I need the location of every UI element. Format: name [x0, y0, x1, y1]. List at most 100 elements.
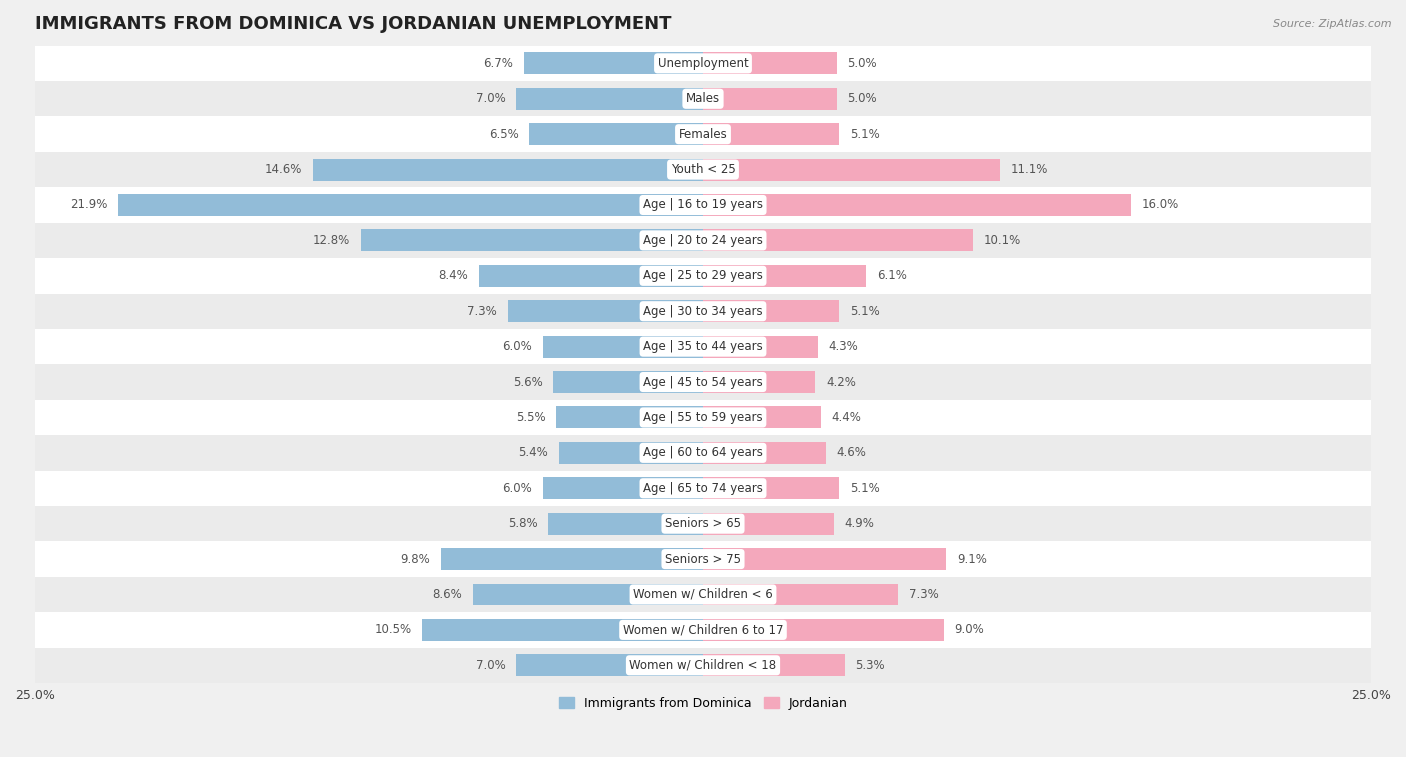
- Text: Age | 16 to 19 years: Age | 16 to 19 years: [643, 198, 763, 211]
- Text: 7.3%: 7.3%: [467, 305, 498, 318]
- Text: Women w/ Children < 6: Women w/ Children < 6: [633, 588, 773, 601]
- Text: 5.0%: 5.0%: [848, 92, 877, 105]
- Bar: [35, 647, 1371, 683]
- Text: Women w/ Children 6 to 17: Women w/ Children 6 to 17: [623, 623, 783, 637]
- Text: 7.0%: 7.0%: [475, 92, 505, 105]
- Bar: [35, 223, 1371, 258]
- Text: 4.2%: 4.2%: [825, 375, 856, 388]
- Text: 11.1%: 11.1%: [1011, 163, 1047, 176]
- Bar: [703, 477, 839, 499]
- Bar: [703, 548, 946, 570]
- Bar: [35, 117, 1371, 152]
- Text: 14.6%: 14.6%: [264, 163, 302, 176]
- Text: Seniors > 75: Seniors > 75: [665, 553, 741, 565]
- Text: Age | 35 to 44 years: Age | 35 to 44 years: [643, 340, 763, 353]
- Text: 8.4%: 8.4%: [439, 269, 468, 282]
- Text: 5.0%: 5.0%: [848, 57, 877, 70]
- Bar: [35, 506, 1371, 541]
- Bar: [703, 88, 837, 110]
- Text: 6.0%: 6.0%: [502, 481, 531, 495]
- Text: Age | 25 to 29 years: Age | 25 to 29 years: [643, 269, 763, 282]
- Bar: [361, 229, 703, 251]
- Bar: [524, 52, 703, 74]
- Bar: [548, 512, 703, 534]
- Bar: [35, 187, 1371, 223]
- Text: 6.7%: 6.7%: [484, 57, 513, 70]
- Text: 7.3%: 7.3%: [908, 588, 939, 601]
- Bar: [35, 435, 1371, 471]
- Text: 4.3%: 4.3%: [828, 340, 858, 353]
- Bar: [35, 364, 1371, 400]
- Bar: [35, 329, 1371, 364]
- Text: 12.8%: 12.8%: [314, 234, 350, 247]
- Text: 6.5%: 6.5%: [489, 128, 519, 141]
- Text: Seniors > 65: Seniors > 65: [665, 517, 741, 530]
- Bar: [703, 301, 839, 322]
- Bar: [118, 194, 703, 216]
- Text: IMMIGRANTS FROM DOMINICA VS JORDANIAN UNEMPLOYMENT: IMMIGRANTS FROM DOMINICA VS JORDANIAN UN…: [35, 15, 672, 33]
- Bar: [35, 294, 1371, 329]
- Text: 10.5%: 10.5%: [374, 623, 412, 637]
- Bar: [35, 45, 1371, 81]
- Text: 5.3%: 5.3%: [855, 659, 884, 671]
- Bar: [558, 442, 703, 464]
- Bar: [35, 577, 1371, 612]
- Bar: [703, 123, 839, 145]
- Text: 4.6%: 4.6%: [837, 447, 866, 459]
- Text: 21.9%: 21.9%: [70, 198, 107, 211]
- Text: Age | 55 to 59 years: Age | 55 to 59 years: [643, 411, 763, 424]
- Bar: [703, 52, 837, 74]
- Bar: [703, 265, 866, 287]
- Text: Females: Females: [679, 128, 727, 141]
- Text: Age | 60 to 64 years: Age | 60 to 64 years: [643, 447, 763, 459]
- Bar: [516, 88, 703, 110]
- Bar: [703, 194, 1130, 216]
- Bar: [35, 258, 1371, 294]
- Bar: [703, 229, 973, 251]
- Bar: [529, 123, 703, 145]
- Text: 9.1%: 9.1%: [957, 553, 987, 565]
- Text: Males: Males: [686, 92, 720, 105]
- Bar: [478, 265, 703, 287]
- Text: 5.1%: 5.1%: [851, 128, 880, 141]
- Bar: [703, 407, 821, 428]
- Text: Age | 30 to 34 years: Age | 30 to 34 years: [643, 305, 763, 318]
- Bar: [35, 471, 1371, 506]
- Bar: [554, 371, 703, 393]
- Text: Unemployment: Unemployment: [658, 57, 748, 70]
- Text: 5.1%: 5.1%: [851, 481, 880, 495]
- Bar: [508, 301, 703, 322]
- Bar: [314, 159, 703, 181]
- Text: Source: ZipAtlas.com: Source: ZipAtlas.com: [1274, 19, 1392, 29]
- Bar: [422, 619, 703, 641]
- Text: 6.0%: 6.0%: [502, 340, 531, 353]
- Text: 16.0%: 16.0%: [1142, 198, 1178, 211]
- Text: 5.8%: 5.8%: [508, 517, 537, 530]
- Text: 4.9%: 4.9%: [845, 517, 875, 530]
- Text: 5.1%: 5.1%: [851, 305, 880, 318]
- Text: 10.1%: 10.1%: [984, 234, 1021, 247]
- Text: Age | 20 to 24 years: Age | 20 to 24 years: [643, 234, 763, 247]
- Text: 5.5%: 5.5%: [516, 411, 546, 424]
- Text: Youth < 25: Youth < 25: [671, 163, 735, 176]
- Text: 9.0%: 9.0%: [955, 623, 984, 637]
- Bar: [703, 371, 815, 393]
- Legend: Immigrants from Dominica, Jordanian: Immigrants from Dominica, Jordanian: [554, 692, 852, 715]
- Bar: [703, 584, 898, 606]
- Bar: [555, 407, 703, 428]
- Bar: [441, 548, 703, 570]
- Text: 5.6%: 5.6%: [513, 375, 543, 388]
- Bar: [35, 612, 1371, 647]
- Text: 9.8%: 9.8%: [401, 553, 430, 565]
- Bar: [703, 335, 818, 357]
- Bar: [703, 654, 845, 676]
- Bar: [35, 152, 1371, 187]
- Text: 8.6%: 8.6%: [433, 588, 463, 601]
- Bar: [35, 81, 1371, 117]
- Bar: [703, 512, 834, 534]
- Bar: [35, 400, 1371, 435]
- Text: 4.4%: 4.4%: [831, 411, 860, 424]
- Text: Women w/ Children < 18: Women w/ Children < 18: [630, 659, 776, 671]
- Bar: [703, 442, 825, 464]
- Text: Age | 45 to 54 years: Age | 45 to 54 years: [643, 375, 763, 388]
